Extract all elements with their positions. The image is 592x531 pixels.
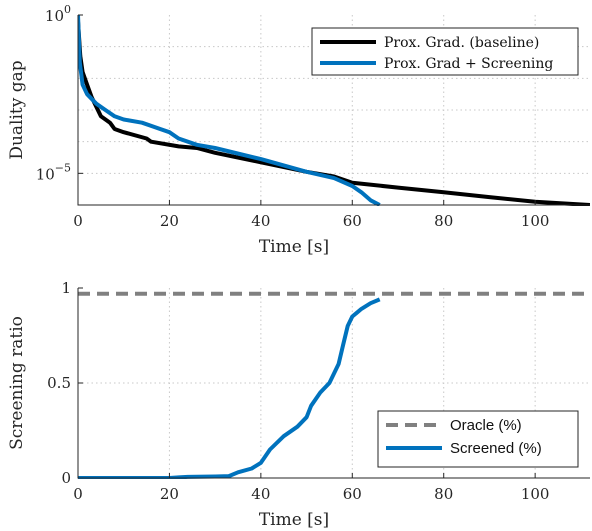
series-group — [78, 291, 590, 479]
x-tick-label: 0 — [73, 485, 83, 503]
legend-entry-0: Oracle (%) — [450, 417, 522, 434]
x-tick-label: 20 — [160, 212, 179, 230]
x-tick-label: 60 — [343, 485, 362, 503]
legend-entry-1: Screened (%) — [450, 440, 542, 457]
duality-gap-chart: 0 20 40 60 80 100 100 10−5 Time [s] Duality gap Pr… — [7, 3, 590, 257]
series-line-0 — [78, 21, 590, 206]
tick-labels: 0 20 40 60 80 100 100 10−5 — [36, 3, 550, 230]
y-tick-label: 10−5 — [36, 161, 71, 183]
tick-labels: 0 20 40 60 80 100 0 0.5 1 — [47, 279, 549, 503]
x-tick-label: 0 — [73, 212, 83, 230]
series-line-1 — [78, 297, 381, 479]
legend-box — [311, 27, 579, 76]
legend-entry-1: Prox. Grad + Screening — [384, 56, 553, 72]
legend-box — [377, 410, 579, 468]
y-tick-label: 0.5 — [47, 374, 71, 392]
x-axis-label: Time [s] — [259, 237, 329, 257]
y-tick-label: 100 — [45, 3, 71, 25]
legend: Oracle (%) Screened (%) — [377, 410, 579, 468]
y-tick-label: 1 — [61, 279, 71, 297]
x-tick-label: 60 — [343, 212, 362, 230]
legend: Prox. Grad. (baseline) Prox. Grad + Scree… — [311, 27, 579, 76]
x-tick-label: 100 — [521, 212, 550, 230]
legend-entry-0: Prox. Grad. (baseline) — [384, 35, 539, 51]
x-axis-label: Time [s] — [259, 510, 329, 530]
x-tick-label: 40 — [251, 212, 270, 230]
series-group — [78, 14, 590, 206]
x-tick-label: 80 — [434, 212, 453, 230]
x-tick-label: 40 — [251, 485, 270, 503]
y-axis-label: Screening ratio — [7, 316, 27, 450]
x-tick-label: 80 — [434, 485, 453, 503]
series-line-1 — [78, 14, 381, 206]
x-tick-label: 20 — [160, 485, 179, 503]
x-tick-label: 100 — [521, 485, 550, 503]
screening-ratio-chart: 0 20 40 60 80 100 0 0.5 1 Time [s] Screening ratio… — [7, 279, 590, 530]
y-axis-label: Duality gap — [7, 60, 27, 159]
y-tick-label: 0 — [61, 469, 71, 487]
